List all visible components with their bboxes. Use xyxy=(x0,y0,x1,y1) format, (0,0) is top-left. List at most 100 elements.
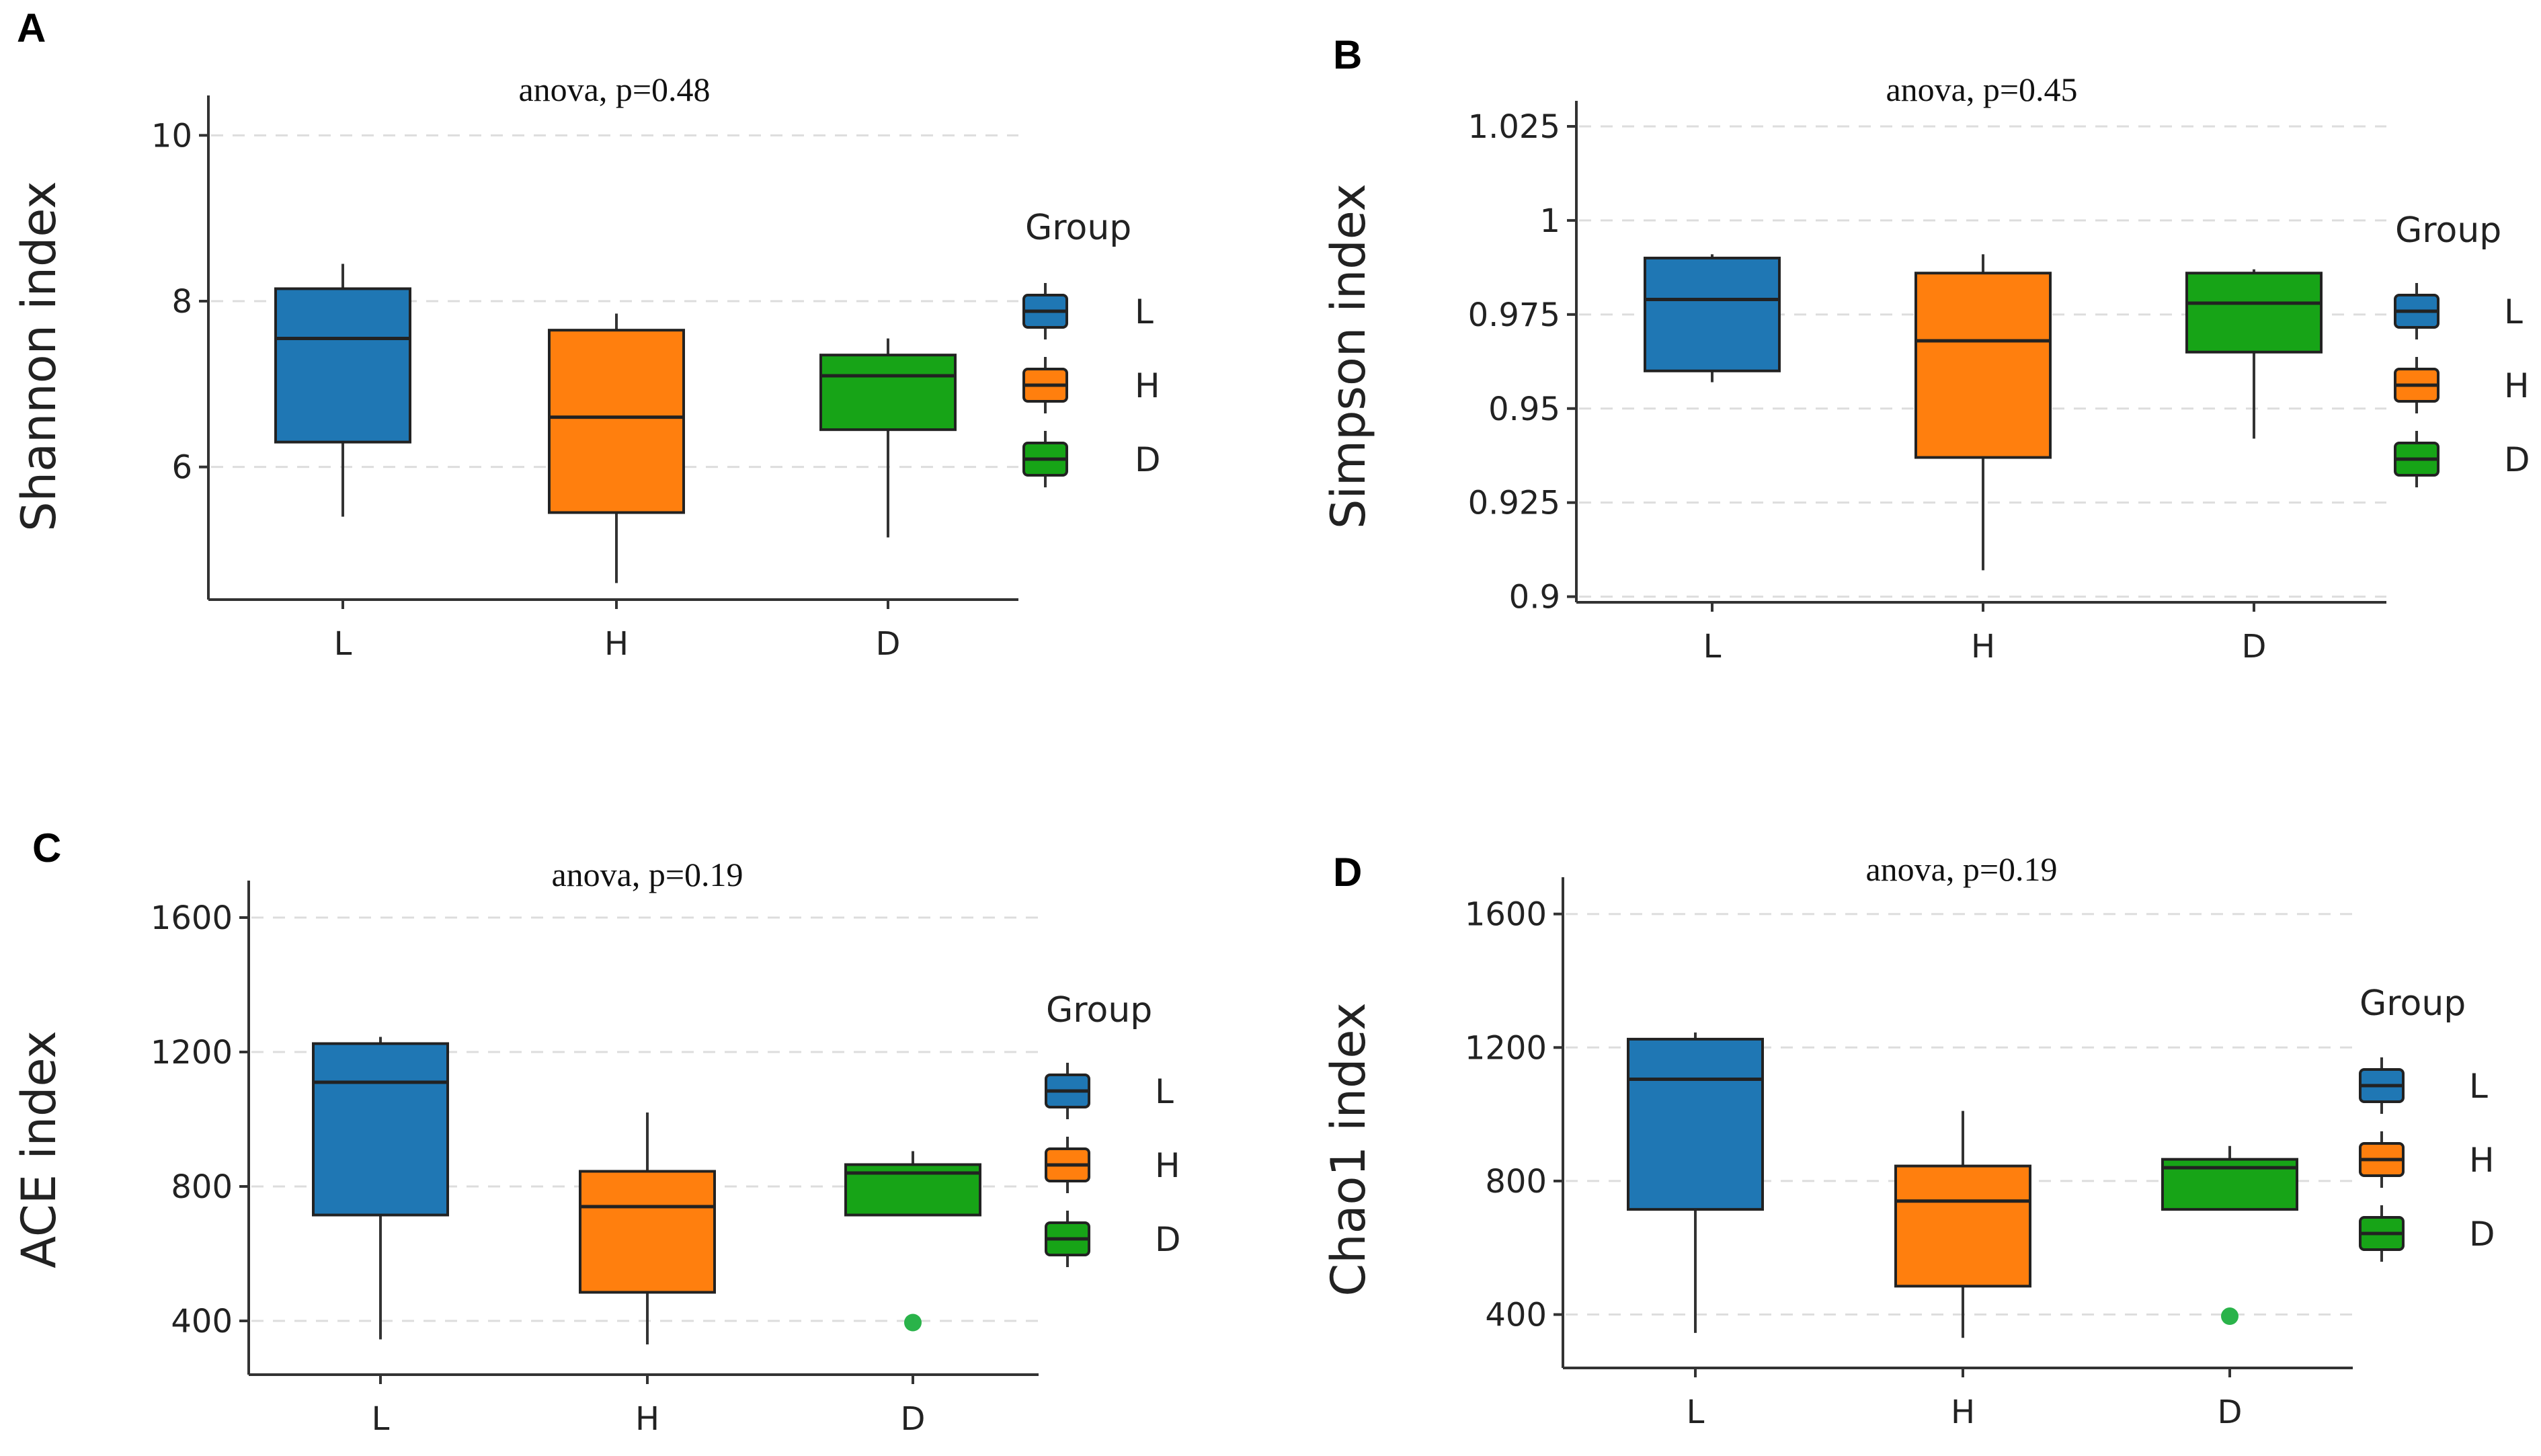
panel-b-box-h-iqr xyxy=(1914,272,2052,459)
panel-d-box-l-iqr xyxy=(1627,1037,1764,1211)
panel-d-x-tick-label-d: D xyxy=(2218,1393,2243,1431)
panel-a-y-axis-label: Shannon index xyxy=(11,181,67,531)
panel-letter-c: C xyxy=(32,825,61,871)
panel-c-y-tick-label: 800 xyxy=(171,1168,233,1206)
panel-c-title: anova, p=0.19 xyxy=(551,856,743,893)
panel-b-legend-label-d: D xyxy=(2504,440,2530,479)
panel-a-legend-item-d: D xyxy=(1022,431,1161,487)
panel-c-y-tick-label: 400 xyxy=(171,1303,233,1340)
panel-b-legend-label-h: H xyxy=(2504,366,2530,405)
panel-d-title: anova, p=0.19 xyxy=(1865,850,2057,888)
panel-b-title: anova, p=0.45 xyxy=(1886,71,2077,108)
panel-a-y-tick-label: 10 xyxy=(151,117,192,155)
panel-a-box-l xyxy=(274,264,411,517)
panel-b-x-tick-label-d: D xyxy=(2242,628,2267,665)
panel-d-box-d-outlier xyxy=(2221,1307,2238,1326)
panel-c-legend-item-h: H xyxy=(1045,1137,1180,1193)
panel-b-legend-item-l: L xyxy=(2394,283,2523,339)
panel-c-legend-label-h: H xyxy=(1155,1146,1180,1185)
panel-c-box-h-iqr xyxy=(579,1170,716,1294)
panel-c-x-tick-label-l: L xyxy=(372,1400,390,1438)
panel-d-legend-label-h: H xyxy=(2469,1141,2495,1180)
panel-b-box-d xyxy=(2185,269,2323,439)
panel-b-legend-label-l: L xyxy=(2504,292,2523,331)
panel-a-legend: Group LHD xyxy=(1022,208,1161,487)
panel-b-legend-title: Group xyxy=(2395,210,2501,251)
panel-b-y-tick-label: 0.975 xyxy=(1468,296,1560,334)
panel-letter-d: D xyxy=(1333,850,1362,895)
panel-b-plot: 0.9 0.925 0.95 0.975 1 1.025 L H D xyxy=(1468,101,2386,665)
panel-a-x-tick-label-l: L xyxy=(334,625,352,663)
panel-b-y-tick-label: 1 xyxy=(1539,202,1560,240)
panel-c-box-l xyxy=(312,1037,449,1340)
panel-a-legend-item-h: H xyxy=(1022,357,1160,413)
panel-b-y-tick-label: 0.95 xyxy=(1488,391,1560,428)
panel-c-legend-label-l: L xyxy=(1155,1072,1174,1111)
panel-d-x-tick-label-h: H xyxy=(1951,1393,1975,1431)
panel-b-x-tick-label-l: L xyxy=(1703,628,1722,665)
panel-d-legend-label-l: L xyxy=(2469,1067,2488,1106)
panel-a-x-tick-label-h: H xyxy=(604,625,629,663)
panel-d-legend-label-d: D xyxy=(2469,1215,2495,1254)
panel-a-box-h-iqr xyxy=(548,329,685,514)
panel-d: D anova, p=0.19 Chao1 index 400 800 1200 16… xyxy=(1321,850,2495,1431)
panel-c-y-tick-label: 1600 xyxy=(151,899,233,937)
panel-b-box-l-iqr xyxy=(1644,256,1781,372)
panel-d-y-tick-label: 1600 xyxy=(1465,896,1547,934)
panel-d-box-d xyxy=(2161,1145,2298,1326)
panel-d-y-axis-label: Chao1 index xyxy=(1321,1002,1376,1296)
panel-d-legend-item-h: H xyxy=(2359,1131,2495,1188)
panel-c-legend: Group LHD xyxy=(1045,990,1181,1267)
panel-a-box-h xyxy=(548,313,685,583)
panel-d-x-tick-label-l: L xyxy=(1687,1393,1705,1431)
panel-b-y-tick-label: 0.9 xyxy=(1509,579,1560,616)
panel-a-box-l-iqr xyxy=(274,287,411,444)
panel-c-x-tick-label-h: H xyxy=(635,1400,659,1438)
panel-c-box-d-outlier xyxy=(904,1313,922,1332)
panel-c-x-tick-label-d: D xyxy=(901,1400,926,1438)
panel-c-box-l-iqr xyxy=(312,1042,449,1217)
panel-d-legend-item-l: L xyxy=(2359,1057,2488,1114)
panel-a-box-d-iqr xyxy=(819,354,957,432)
panel-a-box-d xyxy=(819,338,957,538)
panel-a-legend-title: Group xyxy=(1025,208,1131,248)
panel-c-legend-item-d: D xyxy=(1045,1211,1181,1267)
panel-d-legend: Group LHD xyxy=(2359,983,2495,1262)
panel-d-box-h-iqr xyxy=(1894,1164,2031,1288)
panel-b-box-l xyxy=(1644,254,1781,382)
panel-c-legend-item-l: L xyxy=(1045,1063,1174,1119)
panel-c-box-h xyxy=(579,1113,716,1344)
panel-b: B anova, p=0.45 Simpson index 0.90.9250.… xyxy=(1321,32,2530,665)
panel-letter-b: B xyxy=(1333,32,1362,77)
panel-c-y-tick-label: 1200 xyxy=(151,1034,233,1071)
panel-d-y-tick-label: 400 xyxy=(1485,1297,1547,1334)
panel-c-y-axis-label: ACE index xyxy=(11,1030,67,1268)
panel-c-box-d xyxy=(844,1151,981,1332)
panel-a-y-tick-label: 6 xyxy=(171,449,192,487)
panel-b-legend-item-d: D xyxy=(2394,431,2530,487)
panel-letter-a: A xyxy=(17,5,46,50)
panel-d-legend-title: Group xyxy=(2360,983,2466,1024)
panel-a-title: anova, p=0.48 xyxy=(518,71,710,108)
panel-a-legend-label-h: H xyxy=(1135,366,1160,405)
panel-b-y-axis-label: Simpson index xyxy=(1321,184,1376,529)
panel-d-legend-item-d: D xyxy=(2359,1205,2495,1262)
panel-a-legend-label-d: D xyxy=(1135,440,1161,479)
panel-d-plot: 400 800 1200 1600 L H D xyxy=(1465,877,2353,1431)
panel-b-y-tick-label: 1.025 xyxy=(1468,108,1560,146)
panel-b-x-tick-label-h: H xyxy=(1971,628,1995,665)
panel-b-box-h xyxy=(1914,254,2052,571)
panel-a-y-tick-label: 8 xyxy=(171,283,192,321)
panel-c: C anova, p=0.19 ACE index 400 800 1200 1600… xyxy=(11,825,1181,1438)
panel-c-plot: 400 800 1200 1600 L H D xyxy=(151,881,1039,1438)
panel-a-legend-label-l: L xyxy=(1135,292,1154,331)
panel-b-legend: Group LHD xyxy=(2394,210,2530,487)
panel-a-x-tick-label-d: D xyxy=(876,625,901,663)
panel-b-legend-item-h: H xyxy=(2394,357,2530,413)
panel-a-legend-item-l: L xyxy=(1022,283,1154,339)
panel-d-y-tick-label: 1200 xyxy=(1465,1029,1547,1067)
panel-c-legend-title: Group xyxy=(1046,990,1152,1030)
panel-a-plot: 6 8 10 L H D xyxy=(151,95,1018,663)
